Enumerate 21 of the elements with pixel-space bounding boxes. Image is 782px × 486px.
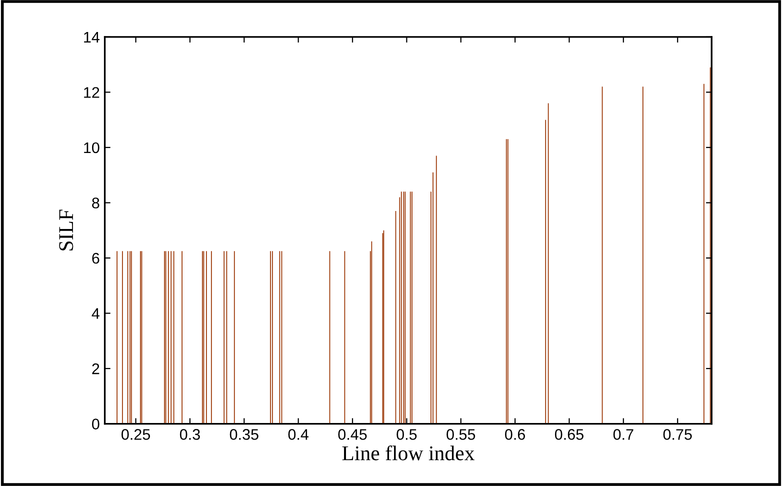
x-tick-label: 0.5 (396, 429, 417, 440)
y-tick-label: 12 (84, 87, 100, 98)
y-tick-label: 8 (92, 198, 100, 208)
x-tick-label: 0.55 (446, 429, 476, 440)
y-tick-label: 14 (84, 32, 100, 42)
x-tick-label: 0.65 (554, 429, 584, 440)
y-tick-label: 0 (92, 418, 100, 430)
y-tick-label: 4 (92, 308, 100, 319)
x-tick-label: 0.4 (288, 429, 308, 440)
x-axis-title: Line flow index (342, 445, 474, 460)
x-tick-label: 0.25 (122, 429, 150, 440)
x-tick-label: 0.35 (230, 429, 258, 440)
y-axis-title: SILF (59, 210, 74, 250)
y-tick-label: 2 (92, 363, 100, 374)
x-tick-label: 0.75 (663, 429, 692, 440)
x-tick-label: 0.3 (180, 429, 200, 440)
x-tick-label: 0.45 (338, 429, 367, 440)
y-tick-label: 6 (92, 252, 100, 264)
x-tick-label: 0.6 (505, 429, 525, 440)
y-tick-label: 10 (84, 142, 100, 154)
x-tick-label: 0.7 (613, 429, 634, 440)
